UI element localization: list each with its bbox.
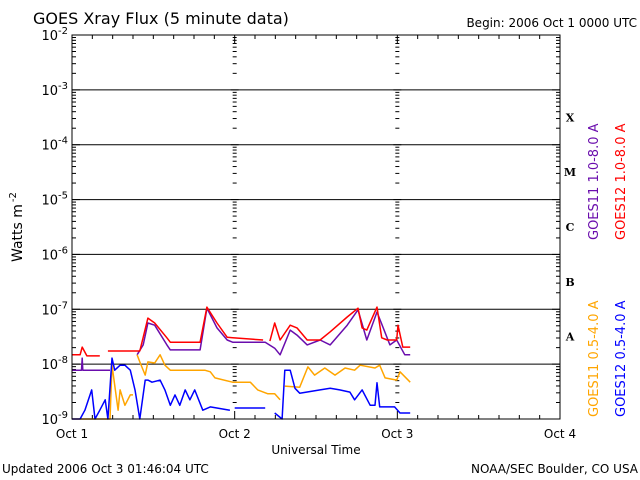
legend-entry: GOES11 1.0-8.0 A: [587, 123, 602, 240]
series-line-goes12-0-5-4-0-a: [274, 369, 411, 420]
legend: GOES11 1.0-8.0 A GOES12 1.0-8.0 A GOES11 0…: [587, 123, 629, 417]
flare-class-C: C: [566, 221, 575, 234]
y-tick-exponent: -2: [58, 26, 68, 37]
x-tick-label: Oct 4: [544, 427, 576, 441]
y-tick-base: 10: [41, 413, 58, 428]
y-tick-exponent: -5: [58, 191, 68, 202]
y-tick-label: 10-9: [41, 410, 68, 428]
series-line-goes11-0-5-4-0-a: [136, 354, 281, 401]
flare-class-A: A: [565, 331, 575, 344]
y-tick-label: 10-2: [41, 26, 68, 44]
series-line-goes12-1-0-8-0-a: [72, 346, 100, 357]
flare-class-labels: X M C B A: [564, 111, 576, 343]
flare-class-B: B: [565, 276, 574, 289]
y-tick-label: 10-4: [41, 136, 68, 154]
x-tick-label: Oct 1: [56, 427, 88, 441]
updated-timestamp: Updated 2006 Oct 3 01:46:04 UTC: [2, 462, 209, 476]
y-axis-label: Watts m -2: [8, 192, 26, 262]
legend-entry: GOES12 1.0-8.0 A: [614, 123, 629, 240]
y-tick-label: 10-8: [41, 355, 68, 373]
legend-entry: GOES12 0.5-4.0 A: [614, 300, 629, 417]
x-tick-labels: Oct 1 Oct 2 Oct 3 Oct 4: [56, 427, 576, 441]
credit-label: NOAA/SEC Boulder, CO USA: [471, 462, 639, 476]
y-tick-base: 10: [41, 194, 58, 209]
chart-title: GOES Xray Flux (5 minute data): [33, 9, 289, 28]
x-tick-label: Oct 3: [381, 427, 413, 441]
y-tick-exponent: -6: [58, 245, 68, 256]
y-tick-base: 10: [41, 84, 58, 99]
series-line-goes11-1-0-8-0-a: [136, 307, 411, 356]
plot-frame: [71, 34, 561, 420]
axis-ticks: [71, 35, 561, 420]
y-axis-label-sup: -2: [8, 192, 19, 202]
y-tick-exponent: -8: [58, 355, 68, 366]
y-tick-exponent: -4: [58, 136, 68, 147]
x-axis-label: Universal Time: [271, 443, 360, 457]
y-axis-label-text: Watts m: [10, 204, 26, 262]
legend-entry: GOES11 0.5-4.0 A: [587, 300, 602, 417]
y-tick-labels: 10-210-310-410-510-610-710-810-9: [41, 26, 68, 428]
y-tick-base: 10: [41, 29, 58, 44]
y-tick-base: 10: [41, 248, 58, 263]
series-line-goes11-0-5-4-0-a: [284, 364, 411, 388]
series-line-goes12-0-5-4-0-a: [72, 357, 231, 420]
y-tick-exponent: -7: [58, 300, 68, 311]
y-tick-label: 10-3: [41, 81, 68, 99]
begin-label: Begin: 2006 Oct 1 0000 UTC: [466, 16, 637, 30]
series-line-goes12-1-0-8-0-a: [269, 306, 411, 348]
y-tick-label: 10-6: [41, 245, 68, 263]
y-tick-exponent: -9: [58, 410, 68, 421]
x-tick-label: Oct 2: [219, 427, 251, 441]
flare-class-M: M: [564, 166, 576, 179]
grid-lines: [72, 89, 560, 365]
y-tick-exponent: -3: [58, 81, 68, 92]
series-line-goes12-1-0-8-0-a: [107, 306, 264, 352]
flare-class-X: X: [566, 111, 575, 124]
series-line-goes11-0-5-4-0-a: [72, 364, 133, 420]
y-tick-label: 10-5: [41, 191, 68, 209]
y-tick-base: 10: [41, 303, 58, 318]
y-tick-base: 10: [41, 358, 58, 373]
y-tick-base: 10: [41, 139, 58, 154]
series-line-goes11-1-0-8-0-a: [72, 357, 110, 371]
series-lines: [72, 306, 411, 420]
y-tick-label: 10-7: [41, 300, 68, 318]
